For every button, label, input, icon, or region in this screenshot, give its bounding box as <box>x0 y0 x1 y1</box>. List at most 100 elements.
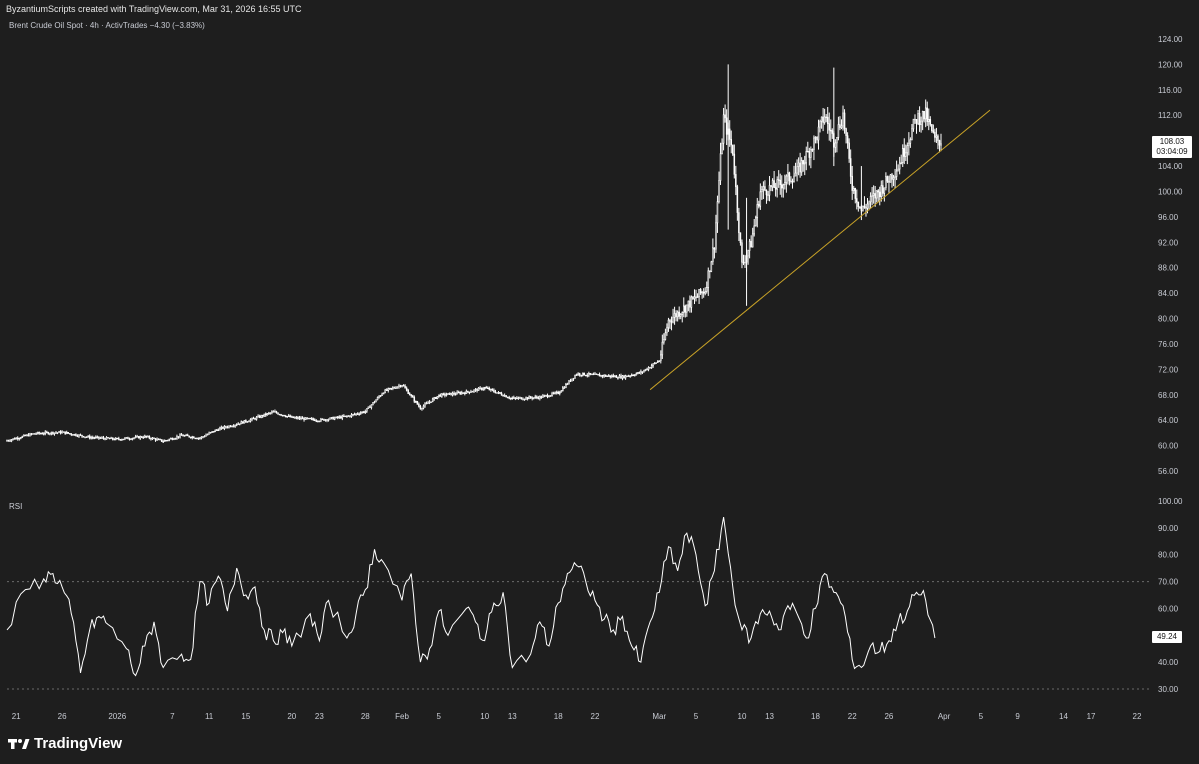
candle-body <box>627 375 630 377</box>
candle-body <box>874 193 876 199</box>
candle-body <box>649 367 651 369</box>
candle-body <box>603 374 605 377</box>
candle-body <box>549 395 552 397</box>
candle-body <box>226 426 229 429</box>
candle-body <box>895 170 898 177</box>
candle-body <box>589 373 592 375</box>
candle-body <box>741 242 743 263</box>
candle-body <box>425 402 428 405</box>
tradingview-logo[interactable]: TradingView <box>8 735 122 752</box>
tradingview-logo-icon <box>8 738 30 749</box>
candle-body <box>399 385 402 387</box>
candle-body <box>932 130 935 133</box>
candle-body <box>912 118 915 130</box>
candle-body <box>768 185 771 196</box>
candle-body <box>611 375 613 378</box>
candle-body <box>392 387 394 389</box>
candle-body <box>36 432 39 434</box>
candle-body <box>667 319 670 329</box>
price-tick-label: 84.00 <box>1158 289 1179 298</box>
time-tick-label: 26 <box>884 712 893 721</box>
candle-body <box>281 414 284 417</box>
candle-body <box>160 439 163 442</box>
candle-body <box>866 203 869 209</box>
candle-body <box>433 397 435 400</box>
candle-body <box>179 434 181 438</box>
candle-body <box>852 188 855 191</box>
candle-body <box>862 205 864 211</box>
time-tick-label: 10 <box>480 712 489 721</box>
candle-body <box>238 423 241 425</box>
candle-body <box>10 439 13 442</box>
candle-body <box>447 393 449 396</box>
candle-body <box>254 418 256 420</box>
candle-body <box>407 389 409 394</box>
candle-body <box>272 411 275 413</box>
candle-body <box>814 136 817 139</box>
candle-body <box>640 371 642 374</box>
price-tick-label: 68.00 <box>1158 391 1179 400</box>
candle-body <box>886 176 889 182</box>
candle-body <box>116 437 119 440</box>
candle-body <box>509 397 512 400</box>
candle-body <box>33 433 36 435</box>
candle-body <box>689 300 691 308</box>
candle-body <box>79 434 82 436</box>
candle-body <box>411 395 414 398</box>
candle-body <box>49 433 51 435</box>
candle-body <box>13 438 16 440</box>
candle-body <box>95 436 97 439</box>
candle-body <box>448 392 451 395</box>
candle-body <box>21 435 24 439</box>
candle-body <box>859 206 861 208</box>
candle-body <box>70 433 73 435</box>
candle-body <box>617 377 619 379</box>
candle-body <box>606 375 608 378</box>
candle-body <box>790 180 792 183</box>
candle-body <box>20 437 22 439</box>
candle-body <box>849 158 852 177</box>
candle-body <box>591 373 593 376</box>
price-tick-label: 76.00 <box>1158 340 1179 349</box>
candle-body <box>807 150 809 153</box>
candle-body <box>739 232 742 244</box>
candle-body <box>903 148 906 157</box>
candle-body <box>908 142 910 146</box>
candle-body <box>846 135 849 144</box>
candle-body <box>704 291 706 294</box>
candle-body <box>294 417 296 419</box>
candle-body <box>366 408 368 412</box>
candle-body <box>632 374 635 377</box>
candle-body <box>156 438 158 441</box>
trendline[interactable] <box>649 109 991 391</box>
candle-body <box>467 390 469 393</box>
candle-body <box>38 432 40 434</box>
candle-body <box>661 341 664 356</box>
candle-body <box>441 393 443 397</box>
candle-body <box>291 416 293 418</box>
candle-body <box>269 412 272 414</box>
time-tick-label: 14 <box>1059 712 1068 721</box>
candle-body <box>707 270 710 288</box>
candle-body <box>924 107 927 120</box>
candle-body <box>738 212 740 234</box>
candle-body <box>408 393 411 396</box>
candle-body <box>50 431 53 434</box>
candle-body <box>65 432 68 435</box>
candle-body <box>356 413 359 415</box>
candle-body <box>621 375 624 379</box>
candle-body <box>373 401 376 404</box>
time-tick-label: 11 <box>205 712 214 721</box>
candle-body <box>531 397 533 399</box>
candle-body <box>634 374 636 377</box>
candle-body <box>56 432 59 434</box>
candle-body <box>177 436 180 438</box>
candle-body <box>228 425 230 428</box>
candle-body <box>240 421 243 425</box>
candle-body <box>223 426 226 429</box>
candle-body <box>753 225 755 235</box>
candle-body <box>558 391 561 394</box>
candle-body <box>505 395 507 398</box>
candle-body <box>630 374 633 377</box>
